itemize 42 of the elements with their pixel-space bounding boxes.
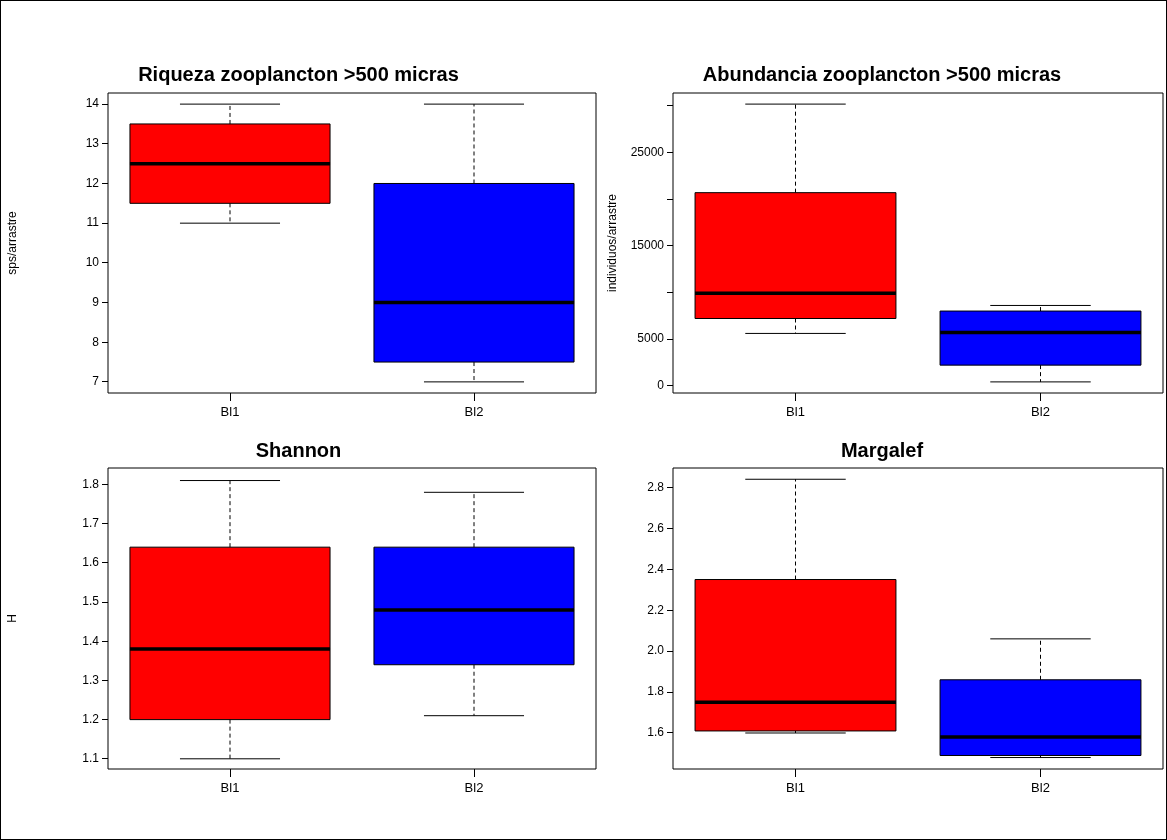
y-tick-label: 10 — [85, 255, 100, 270]
y-tick-label: 2.4 — [647, 561, 665, 576]
y-tick-label: 1.3 — [82, 672, 100, 687]
y-tick-label: 1.1 — [82, 751, 100, 766]
y-tick-label: 2.0 — [647, 643, 665, 658]
chart-title: Margalef — [840, 438, 924, 461]
y-tick-label: 14 — [85, 96, 100, 111]
y-tick-label: 1.2 — [82, 711, 100, 726]
y-tick-label: 7 — [92, 374, 100, 389]
y-tick-label: 1.4 — [82, 633, 100, 648]
y-tick-label: 1.6 — [647, 725, 665, 740]
x-tick-label: Bl2 — [464, 780, 484, 796]
y-tick-label: 25000 — [630, 144, 665, 159]
y-tick-label: 1.5 — [82, 594, 100, 609]
y-tick-label: 2.6 — [647, 520, 665, 535]
x-tick-label: Bl1 — [786, 780, 805, 796]
y-tick-label: 1.8 — [82, 476, 100, 491]
y-tick-label: 13 — [85, 136, 100, 151]
y-tick-label: 15000 — [630, 238, 665, 253]
x-tick-label: Bl2 — [1031, 404, 1050, 420]
y-tick-label: 8 — [92, 334, 100, 349]
chart-title: Abundancia zooplancton >500 micras — [702, 62, 1062, 85]
chart-title: Riqueza zooplancton >500 micras — [138, 62, 459, 85]
y-axis-title: individuos/arrastre — [604, 193, 619, 293]
y-tick-label: 0 — [657, 377, 665, 392]
y-tick-label: 1.7 — [82, 515, 100, 530]
y-tick-label: 9 — [92, 294, 100, 309]
x-tick-label: Bl1 — [220, 404, 240, 420]
y-axis-title: H — [4, 614, 19, 623]
y-tick-label: 1.8 — [647, 684, 665, 699]
chart-title: Shannon — [255, 438, 342, 461]
y-tick-label: 1.6 — [82, 555, 100, 570]
y-tick-label: 11 — [86, 215, 100, 230]
x-tick-label: Bl2 — [464, 404, 484, 420]
y-tick-label: 2.8 — [647, 479, 665, 494]
y-tick-label: 12 — [85, 175, 100, 190]
y-axis-title: sps/arrastre — [4, 211, 19, 275]
x-tick-label: Bl1 — [220, 780, 240, 796]
y-tick-label: 5000 — [637, 331, 665, 346]
x-tick-label: Bl1 — [786, 404, 805, 420]
x-tick-label: Bl2 — [1031, 780, 1050, 796]
y-tick-label: 2.2 — [647, 602, 665, 617]
